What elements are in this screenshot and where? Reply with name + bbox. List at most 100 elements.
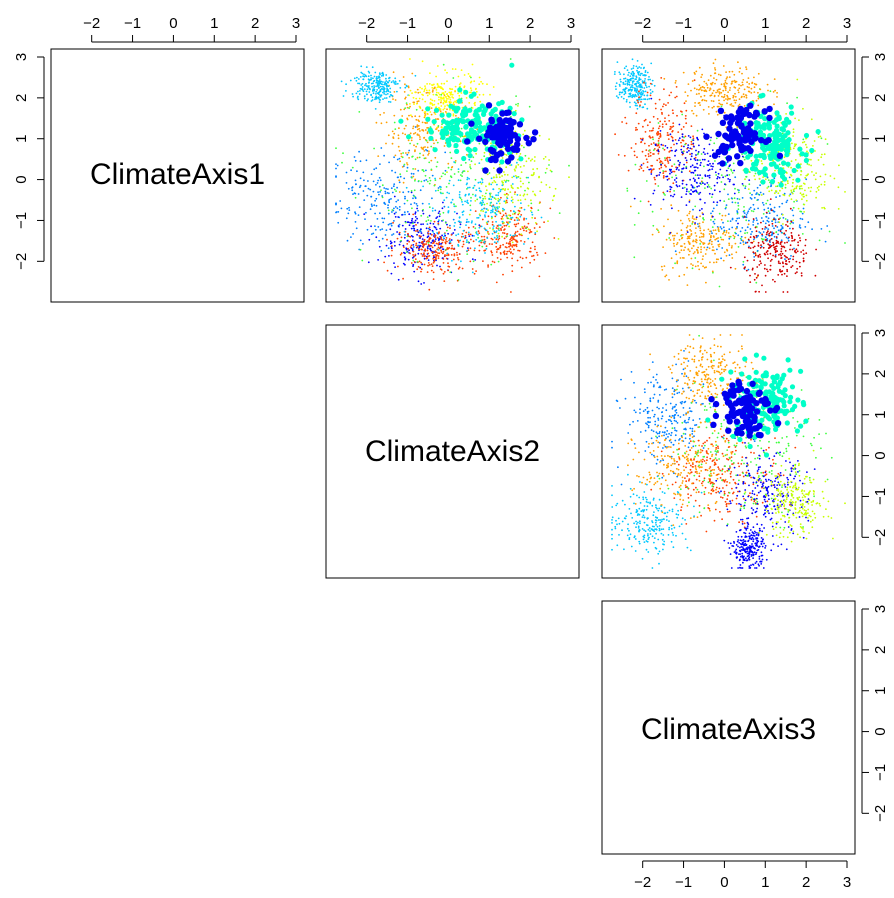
point-1-308 [666,134,669,137]
point-0-803 [462,243,465,246]
point-1-2311 [731,129,739,137]
point-0-755 [398,231,401,234]
point-0-253 [398,233,401,236]
point-0-1470 [501,235,503,238]
point-0-1729 [453,211,456,213]
point-1-1229 [692,139,695,142]
point-0-2083 [428,89,431,92]
point-1-603 [663,192,665,195]
point-1-1205 [698,144,700,147]
point-1-47 [616,61,619,63]
point-1-1445 [800,170,803,173]
point-0-808 [443,280,446,282]
point-1-1062 [699,239,701,242]
point-0-1395 [519,166,522,168]
point-0-544 [392,98,394,100]
point-1-2210 [815,129,821,135]
point-1-706 [749,206,752,209]
point-0-386 [412,235,414,238]
point-1-1269 [728,165,731,168]
point-1-72 [634,104,637,107]
point-0-1625 [484,252,486,254]
point-1-1198 [718,176,721,179]
point-0-121 [404,195,406,198]
point-1-1558 [758,177,761,180]
panel-1-3-points [613,58,846,293]
diag-label-1: ClimateAxis1 [90,158,265,191]
point-0-1604 [552,195,555,198]
point-0-126 [381,237,384,240]
point-0-1536 [518,212,521,215]
point-1-1130 [742,239,744,242]
point-1-366 [664,120,666,123]
point-0-638 [414,115,417,118]
point-1-269 [639,137,642,140]
point-0-823 [414,258,417,260]
point-0-1097 [536,251,538,254]
point-1-1016 [688,219,691,222]
point-1-394 [660,160,663,163]
point-1-1964 [796,250,799,253]
point-0-1688 [496,240,499,243]
point-0-875 [442,262,445,264]
point-1-1452 [802,182,805,185]
point-0-2054 [355,92,358,95]
point-0-345 [471,258,474,261]
point-1-1031 [714,252,716,255]
point-1-1974 [795,248,798,251]
point-1-420 [643,119,646,122]
point-1-533 [727,167,730,170]
point-1-396 [634,129,637,131]
point-1-1159 [685,183,688,186]
point-0-2095 [426,94,429,97]
point-1-502 [645,180,648,182]
point-1-4 [627,95,630,98]
point-0-1411 [519,180,522,183]
point-1-204 [648,76,650,78]
point-1-150 [641,106,644,109]
point-0-2328 [511,111,517,117]
point-1-741 [778,195,781,197]
point-1-1965 [764,253,767,256]
point-1-190 [639,83,642,86]
point-1-1826 [776,96,778,98]
point-1-1023 [702,235,705,238]
point-0-428 [414,212,417,215]
point-1-1671 [711,92,714,95]
point-0-1509 [493,167,495,170]
point-0-1110 [538,275,541,278]
point-1-1520 [802,107,804,110]
point-1-1350 [708,168,711,171]
point-0-509 [422,148,425,151]
point-1-1088 [691,247,693,250]
point-0-1054 [517,249,519,252]
point-1-2196 [784,116,790,122]
point-0-1809 [440,192,442,195]
point-1-1643 [725,71,727,73]
point-1-358 [641,150,644,153]
point-1-712 [740,239,743,242]
point-0-1697 [453,161,455,163]
point-1-426 [663,88,665,91]
point-1-659 [763,238,765,241]
point-0-1486 [540,181,543,184]
point-0-1502 [494,181,497,184]
point-0-2203 [435,106,438,109]
point-0-336 [397,225,400,227]
point-0-1433 [532,190,534,193]
point-2-99 [658,432,661,435]
point-0-1392 [504,173,506,176]
point-1-1238 [696,185,699,188]
point-0-2002 [368,91,371,93]
point-0-215 [354,221,357,223]
point-1-175 [640,67,642,69]
point-0-353 [389,240,392,243]
point-1-968 [691,221,694,224]
point-1-778 [742,210,745,213]
point-0-455 [471,234,474,237]
point-1-1266 [677,139,680,142]
point-1-527 [699,243,702,245]
point-0-662 [418,115,421,118]
point-1-2165 [774,128,780,134]
point-0-919 [403,246,405,249]
